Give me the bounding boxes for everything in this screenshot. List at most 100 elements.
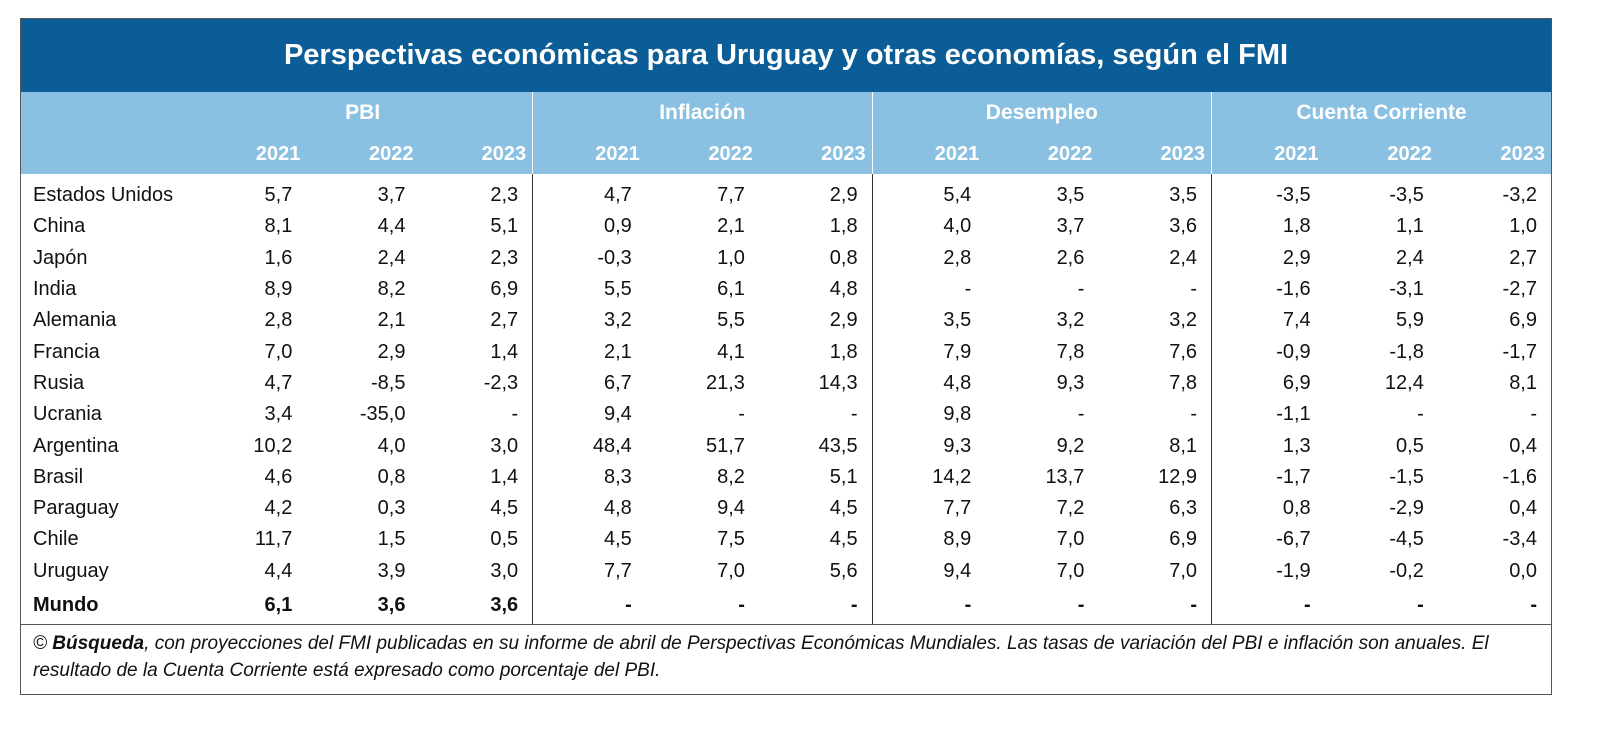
table-cell: 2,1 — [377, 309, 406, 332]
table-cell: 4,5 — [829, 497, 858, 520]
note-source: Búsqueda — [52, 633, 145, 654]
table-cell: -0,9 — [1211, 336, 1325, 368]
row-label: India — [33, 278, 77, 301]
table-cell: -1,8 — [1389, 340, 1424, 363]
table-cell: 4,8 — [829, 278, 858, 301]
table-cell: 3,6 — [1169, 215, 1198, 238]
table-cell: 6,9 — [1509, 309, 1537, 332]
table-cell: 21,3 — [706, 371, 745, 394]
table-cell: 6,1 — [717, 278, 745, 301]
table-cell: 2,4 — [1396, 246, 1424, 269]
year-header: 2023 — [481, 142, 527, 165]
row-label: Alemania — [33, 309, 117, 332]
table-cell: -2,3 — [483, 371, 519, 394]
table-cell: 0,0 — [1509, 559, 1537, 582]
table-cell: 4,5 — [490, 497, 519, 520]
table-cell: 0,4 — [1509, 497, 1537, 520]
table-cell: 13,7 — [1045, 465, 1085, 488]
table-cell: 9,3 — [871, 430, 986, 462]
table-cell: - — [1417, 594, 1424, 617]
table-cell: 8,2 — [377, 278, 406, 301]
table-cell: 2,9 — [829, 309, 858, 332]
table-cell: 3,5 — [1169, 184, 1198, 207]
table-cell: 12,4 — [1384, 371, 1424, 394]
table-cell: -2,7 — [1502, 278, 1537, 301]
table-cell: 2,9 — [829, 184, 858, 207]
table-cell: 1,0 — [717, 246, 745, 269]
table-cell: 3,0 — [490, 559, 519, 582]
table-cell: 3,2 — [1056, 309, 1085, 332]
table-cell: 9,4 — [717, 497, 745, 520]
table-row: Brasil 4,6 0,8 1,4 8,3 8,2 5,1 14,2 13,7 12,9 -1,7… — [21, 461, 1551, 493]
table-row: China 8,1 4,4 5,1 0,9 2,1 1,8 4,0 3,7 3,6 1,8 1,1 1,… — [21, 211, 1551, 243]
table-cell: - — [738, 594, 745, 617]
table-row: Argentina 10,2 4,0 3,0 48,4 51,7 43,5 9,3 9,2 8,1… — [21, 430, 1551, 462]
table-cell: - — [871, 273, 986, 306]
table-cell: 7,2 — [1056, 497, 1085, 520]
table-cell: 2,9 — [1211, 242, 1325, 274]
table-cell: 2,7 — [1509, 246, 1537, 269]
table-cell: 3,9 — [377, 559, 406, 582]
table-row: Rusia 4,7 -8,5 -2,3 6,7 21,3 14,3 4,8 9,3 7,8 6,9 1… — [21, 367, 1551, 400]
footer-divider — [21, 624, 1551, 625]
table-cell: -1,6 — [1502, 465, 1537, 488]
note-text: , con proyecciones del FMI publicadas en… — [33, 633, 1489, 681]
table-cell: 6,9 — [1211, 367, 1325, 400]
table-cell: - — [511, 403, 519, 426]
table-cell: 4,7 — [264, 371, 293, 394]
year-header: 2023 — [821, 142, 866, 165]
table-cell: 1,0 — [1509, 215, 1537, 238]
group-header-row: PBI Inflación Desempleo Cuenta Corriente — [21, 92, 1551, 134]
table-cell: 2,7 — [490, 309, 519, 332]
table-cell: 1,1 — [1396, 215, 1424, 238]
table-cell: 6,9 — [490, 278, 519, 301]
table-cell: - — [1530, 403, 1537, 426]
table-cell: 2,6 — [1056, 246, 1085, 269]
table-title: Perspectivas económicas para Uruguay y o… — [21, 19, 1551, 92]
table-cell: -3,1 — [1389, 278, 1424, 301]
row-label: China — [33, 215, 86, 238]
table-cell: -1,1 — [1211, 399, 1325, 431]
table-cell: 8,1 — [1509, 371, 1537, 394]
table-cell: 2,8 — [871, 242, 986, 274]
source-note: © Búsqueda, con proyecciones del FMI pub… — [33, 630, 1538, 684]
table-cell: 9,8 — [871, 399, 986, 431]
table-row: Francia 7,0 2,9 1,4 2,1 4,1 1,8 7,9 7,8 7,6 -0,9 -1… — [21, 336, 1551, 368]
year-header: 2023 — [1500, 142, 1546, 165]
table-cell: - — [1190, 403, 1198, 426]
table-cell: 2,4 — [377, 246, 406, 269]
table-cell: 9,2 — [1056, 434, 1085, 457]
table-cell: 14,2 — [871, 461, 986, 493]
table-cell: 1,8 — [829, 215, 858, 238]
table-cell: -6,7 — [1211, 524, 1325, 556]
table-cell: 7,7 — [717, 184, 745, 207]
year-header: 2021 — [532, 134, 646, 174]
row-label: Rusia — [33, 371, 85, 394]
table-cell: 9,4 — [532, 399, 646, 431]
table-cell: 5,4 — [871, 174, 986, 212]
table-cell: 1,6 — [264, 246, 293, 269]
row-label: Estados Unidos — [33, 184, 174, 207]
table-cell: -1,6 — [1211, 273, 1325, 306]
year-header: 2021 — [255, 142, 301, 165]
corner-cell — [21, 134, 193, 174]
table-cell: 3,7 — [1056, 215, 1085, 238]
year-header: 2021 — [1211, 134, 1325, 174]
table-cell: 0,9 — [532, 211, 646, 243]
table-cell: - — [1077, 278, 1085, 301]
table-cell: 5,6 — [829, 559, 858, 582]
table-cell: 1,4 — [490, 465, 519, 488]
table-cell: -2,9 — [1389, 497, 1424, 520]
table-cell: - — [738, 403, 745, 426]
group-header: Desempleo — [871, 92, 1212, 134]
table-row: Ucrania 3,4 -35,0-9,4- -9,8- - -1,1- - — [21, 399, 1551, 431]
year-header: 2022 — [1387, 142, 1432, 165]
table-cell: 2,1 — [532, 336, 646, 368]
table-cell: 2,3 — [490, 184, 519, 207]
table-cell: 4,0 — [377, 434, 406, 457]
table-cell: 7,7 — [871, 492, 986, 525]
year-header: 2022 — [368, 142, 414, 165]
table-cell: - — [871, 586, 986, 625]
table-row: India 8,9 8,2 6,9 5,5 6,1 4,8- - - -1,6 -3,1 -2,7 — [21, 273, 1551, 306]
table-cell: 7,0 — [717, 559, 745, 582]
